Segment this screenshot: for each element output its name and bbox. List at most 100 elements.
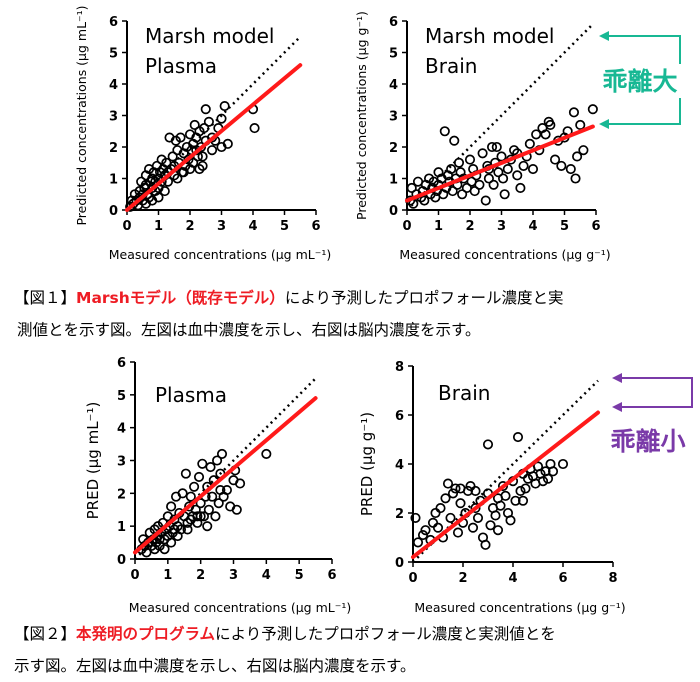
deviation-large-label: 乖離大 bbox=[602, 67, 677, 96]
x-tick-label: 4 bbox=[508, 571, 517, 586]
data-point bbox=[502, 164, 513, 175]
data-point bbox=[178, 167, 189, 178]
data-point bbox=[480, 539, 491, 550]
y-axis-label: Predicted concentrations (µg mL⁻¹) bbox=[74, 5, 89, 225]
data-point bbox=[261, 448, 272, 459]
data-point bbox=[210, 511, 221, 522]
data-point bbox=[570, 173, 581, 184]
data-point bbox=[216, 448, 228, 459]
x-tick-label: 5 bbox=[280, 219, 289, 234]
data-point bbox=[435, 503, 446, 514]
data-point bbox=[446, 164, 457, 175]
caption-fig1-line2: 測値とを示す図。左図は血中濃度を示し、右図は脳内濃度を示す。 bbox=[17, 321, 481, 339]
y-tick-label: 1 bbox=[389, 173, 398, 188]
data-point bbox=[531, 129, 542, 140]
caption-fig2: 【図２】本発明のプログラムにより予測したプロポフォール濃度と実測値とを 示す図。… bbox=[14, 618, 694, 682]
data-point bbox=[141, 547, 152, 558]
data-point bbox=[512, 431, 524, 443]
regression-line bbox=[125, 63, 303, 212]
data-point bbox=[172, 173, 183, 184]
y-tick-label: 2 bbox=[395, 507, 404, 522]
x-tick-label: 6 bbox=[591, 219, 600, 234]
chart-pred-plasma: 0 1 2 3 4 5 6 0 1 2 3 4 5 6 Plasma Measured concentrati… bbox=[84, 356, 351, 615]
y-tick-label: 0 bbox=[395, 556, 404, 571]
data-point bbox=[522, 473, 534, 484]
chart-title: Brain bbox=[438, 381, 490, 405]
deviation-small-annotation: 乖離小 bbox=[610, 373, 693, 456]
data-point bbox=[212, 455, 223, 466]
x-tick-label: 6 bbox=[311, 219, 320, 234]
data-point bbox=[537, 476, 549, 487]
data-point bbox=[545, 119, 556, 130]
data-point bbox=[447, 488, 459, 499]
data-point bbox=[587, 104, 598, 115]
regression-line bbox=[405, 124, 595, 203]
data-point bbox=[199, 123, 210, 134]
y-tick-label: 5 bbox=[117, 389, 126, 404]
data-point bbox=[572, 151, 583, 162]
data-point bbox=[440, 493, 451, 504]
data-point bbox=[221, 484, 232, 496]
chart-title: Brain bbox=[425, 54, 477, 78]
data-point bbox=[496, 151, 507, 162]
label-backdrop bbox=[590, 64, 692, 98]
y-tick-label: 6 bbox=[395, 409, 404, 424]
y-tick-label: 4 bbox=[389, 78, 398, 93]
data-point bbox=[469, 186, 480, 197]
y-tick-label: 4 bbox=[395, 458, 404, 473]
data-point bbox=[449, 135, 460, 146]
data-point bbox=[200, 104, 211, 115]
y-axis-label: Predicted concentrations (µg g⁻¹) bbox=[354, 11, 369, 220]
y-tick-label: 4 bbox=[109, 78, 118, 93]
chart-title: Plasma bbox=[145, 54, 217, 78]
data-point bbox=[213, 498, 224, 509]
data-point bbox=[455, 483, 466, 494]
data-point bbox=[195, 498, 206, 509]
data-point bbox=[427, 517, 439, 528]
data-point bbox=[420, 525, 431, 536]
data-point bbox=[557, 458, 569, 470]
data-point bbox=[205, 462, 216, 473]
y-tick-label: 1 bbox=[117, 520, 126, 535]
data-point bbox=[147, 195, 158, 206]
caption-fig1-text1: により予測したプロポフォール濃度と実 bbox=[284, 289, 564, 307]
data-point bbox=[540, 129, 551, 140]
data-point bbox=[515, 485, 526, 496]
data-point bbox=[417, 529, 429, 541]
data-point bbox=[147, 173, 158, 184]
chart-pred-brain: 0 2 4 6 8 0 2 4 6 8 Brain Measured concentrations (… bbox=[358, 360, 626, 615]
x-tick-label: 8 bbox=[608, 571, 617, 586]
x-tick-label: 6 bbox=[558, 571, 567, 586]
y-tick-label: 1 bbox=[109, 173, 118, 188]
data-point bbox=[159, 544, 170, 555]
data-point bbox=[497, 480, 509, 492]
chart-title: Marsh model bbox=[425, 24, 554, 48]
data-point bbox=[467, 522, 479, 533]
x-tick-label: 3 bbox=[217, 219, 226, 234]
data-point bbox=[194, 164, 205, 175]
x-axis-label: Measured concentrations (µg g⁻¹) bbox=[399, 247, 610, 262]
x-tick-label: 6 bbox=[327, 568, 336, 583]
data-point bbox=[485, 520, 496, 531]
data-point bbox=[445, 512, 456, 523]
data-point bbox=[510, 495, 521, 506]
data-point bbox=[188, 157, 199, 168]
data-point bbox=[470, 485, 481, 496]
data-point bbox=[177, 488, 188, 499]
data-point bbox=[410, 512, 421, 523]
x-tick-label: 5 bbox=[560, 219, 569, 234]
chart-title: Marsh model bbox=[145, 24, 274, 48]
data-point bbox=[412, 537, 424, 548]
data-point bbox=[488, 179, 499, 190]
data-point bbox=[477, 148, 488, 159]
data-point bbox=[447, 186, 458, 197]
data-point bbox=[509, 145, 520, 156]
data-point bbox=[474, 179, 485, 190]
y-tick-label: 5 bbox=[389, 47, 398, 62]
bracket-arrow-lower-small bbox=[612, 380, 693, 412]
x-axis-label: Measured concentrations (µg mL⁻¹) bbox=[109, 247, 331, 262]
data-point bbox=[568, 107, 579, 118]
y-tick-label: 8 bbox=[395, 360, 404, 375]
data-point bbox=[203, 116, 214, 127]
x-tick-label: 3 bbox=[497, 219, 506, 234]
